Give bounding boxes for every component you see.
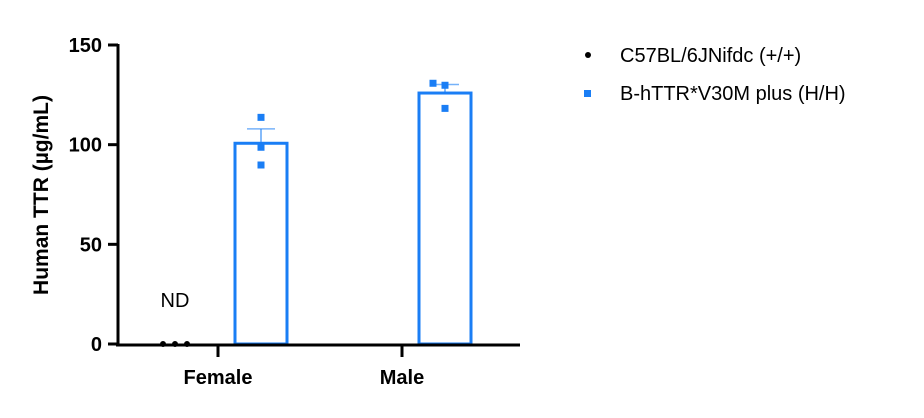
data-point: [257, 143, 265, 151]
x-tick-label: Female: [184, 367, 253, 389]
data-point: [257, 113, 265, 121]
nd-annotation: ND: [161, 290, 190, 312]
legend-label-humanized: B-hTTR*V30M plus (H/H): [620, 83, 846, 105]
data-point: [441, 81, 449, 89]
legend-marker-wildtype: [585, 52, 591, 58]
bar-female: [233, 141, 289, 346]
y-tick-label: 150: [69, 35, 102, 57]
x-tick-label: Male: [380, 367, 424, 389]
y-tick-label: 100: [69, 135, 102, 157]
data-point: [441, 104, 449, 112]
data-point: [429, 79, 437, 87]
legend-marker-humanized: [584, 90, 591, 97]
legend-label-wildtype: C57BL/6JNifdc (+/+): [620, 45, 801, 67]
data-point: [257, 161, 265, 169]
legend: C57BL/6JNifdc (+/+) B-hTTR*V30M plus (H/…: [584, 45, 846, 105]
y-tick-label: 50: [80, 234, 102, 256]
bar-male: [417, 91, 473, 346]
y-tick-label: 0: [91, 334, 102, 356]
y-axis-label: Human TTR (µg/mL): [30, 95, 53, 295]
